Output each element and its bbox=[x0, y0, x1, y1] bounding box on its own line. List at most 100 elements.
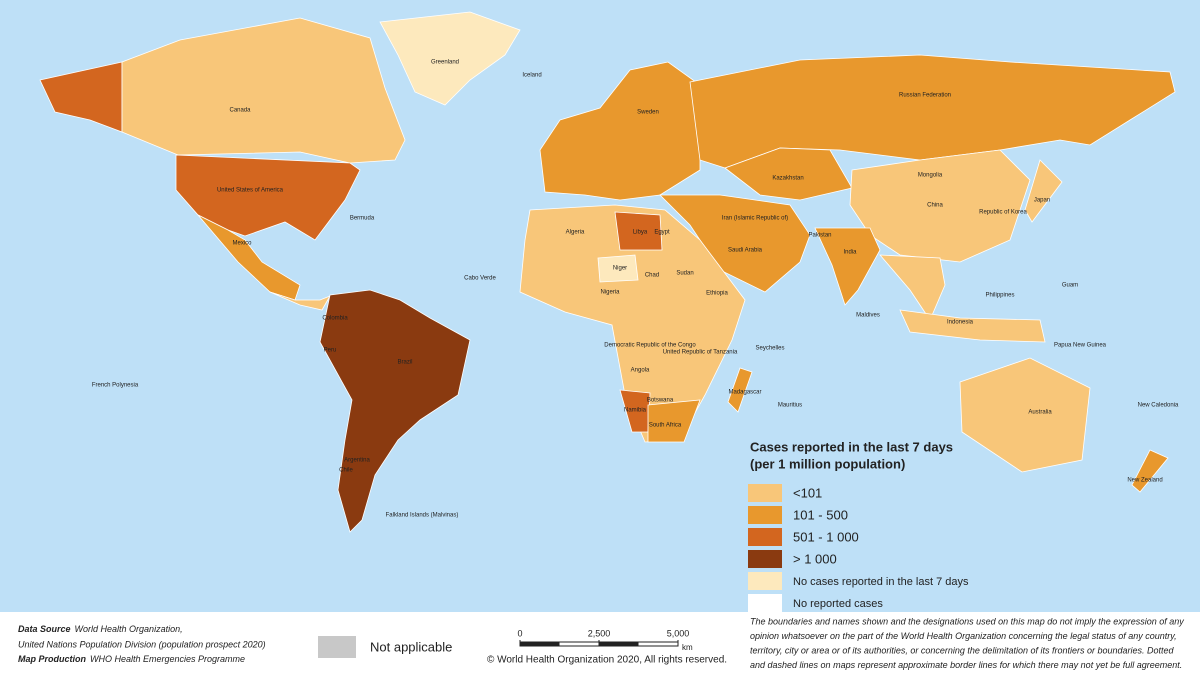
niger bbox=[597, 254, 639, 283]
india bbox=[814, 227, 881, 306]
country-label: Madagascar bbox=[728, 390, 761, 396]
na-swatch bbox=[318, 636, 356, 658]
production-label: Map Production bbox=[18, 654, 86, 664]
scale-tick-label: 0 bbox=[517, 628, 522, 638]
legend-swatch bbox=[748, 484, 782, 502]
country-label: Mauritius bbox=[778, 403, 802, 409]
disclaimer: opinion whatsoever on the part of the Wo… bbox=[750, 631, 1177, 641]
country-label: Seychelles bbox=[755, 346, 784, 352]
country-label: United Republic of Tanzania bbox=[663, 350, 738, 356]
country-label: Brazil bbox=[397, 360, 412, 366]
land-masses bbox=[39, 11, 1176, 533]
production: Map Production WHO Health Emergencies Pro… bbox=[18, 654, 245, 664]
legend-label: > 1 000 bbox=[793, 551, 837, 566]
country-label: Falkland Islands (Malvinas) bbox=[386, 513, 459, 519]
indonesia bbox=[899, 309, 1046, 343]
disclaimer: and dashed lines on maps represent appro… bbox=[750, 660, 1182, 670]
country-label: Cabo Verde bbox=[464, 276, 496, 282]
china-mongolia bbox=[849, 149, 1031, 263]
madagascar bbox=[727, 367, 753, 413]
libya bbox=[614, 211, 663, 251]
scale-bar-fill bbox=[599, 642, 639, 646]
legend-swatch bbox=[748, 572, 782, 590]
mexico bbox=[197, 214, 301, 301]
country-label: New Caledonia bbox=[1138, 403, 1179, 409]
country-label: Greenland bbox=[431, 60, 459, 66]
scale-tick-label: 5,000 bbox=[667, 628, 690, 638]
country-label: Angola bbox=[631, 368, 650, 374]
country-label: Libya bbox=[633, 230, 648, 236]
legend-label: No reported cases bbox=[793, 598, 883, 610]
production-value: WHO Health Emergencies Programme bbox=[90, 654, 245, 664]
country-label: French Polynesia bbox=[92, 383, 139, 389]
country-label: Kazakhstan bbox=[772, 176, 803, 182]
country-label: Bermuda bbox=[350, 216, 375, 222]
data-source: Data Source World Health Organization, bbox=[18, 624, 183, 634]
country-label: United States of America bbox=[217, 188, 284, 194]
legend-swatch bbox=[748, 506, 782, 524]
country-label: Sudan bbox=[676, 271, 693, 277]
country-label: Colombia bbox=[322, 316, 348, 322]
canada bbox=[121, 17, 406, 164]
country-label: Ethiopia bbox=[706, 291, 728, 297]
country-label: Philippines bbox=[985, 293, 1014, 299]
legend-label: <101 bbox=[793, 485, 822, 500]
country-label: Canada bbox=[229, 108, 251, 114]
southeast-asia bbox=[879, 254, 946, 321]
country-label: Sweden bbox=[637, 110, 659, 116]
disclaimer: The boundaries and names shown and the d… bbox=[750, 616, 1184, 626]
country-label: Republic of Korea bbox=[979, 210, 1027, 216]
legend-swatch bbox=[748, 528, 782, 546]
legend-swatch bbox=[748, 594, 782, 612]
usa bbox=[175, 154, 361, 241]
country-label: India bbox=[843, 250, 857, 256]
country-label: Algeria bbox=[566, 230, 585, 236]
source-line: United Nations Population Division (popu… bbox=[18, 639, 266, 649]
country-label: Nigeria bbox=[600, 290, 620, 296]
country-label: New Zealand bbox=[1127, 478, 1162, 484]
greenland bbox=[379, 11, 521, 106]
country-label: Namibia bbox=[624, 408, 647, 414]
country-label: Pakistan bbox=[808, 233, 831, 239]
country-label: Chad bbox=[645, 273, 659, 279]
country-label: Peru bbox=[324, 348, 337, 354]
country-label: Mongolia bbox=[918, 173, 943, 179]
scale-tick-label: 2,500 bbox=[588, 628, 611, 638]
new-zealand bbox=[1131, 449, 1169, 493]
source-label: Data Source bbox=[18, 624, 71, 634]
country-label: Russian Federation bbox=[899, 93, 951, 99]
country-label: Japan bbox=[1034, 198, 1050, 204]
scale-bar-fill bbox=[520, 642, 560, 646]
legend-label: 501 - 1 000 bbox=[793, 529, 859, 544]
na-label: Not applicable bbox=[370, 639, 452, 654]
south-africa bbox=[647, 399, 701, 443]
country-label: Maldives bbox=[856, 313, 880, 319]
country-label: Niger bbox=[613, 266, 627, 272]
country-label: Iceland bbox=[522, 73, 541, 79]
country-label: Egypt bbox=[654, 230, 670, 236]
copyright: © World Health Organization 2020, All ri… bbox=[487, 655, 727, 666]
country-label: Botswana bbox=[647, 398, 674, 404]
country-label: Guam bbox=[1062, 283, 1078, 289]
country-label: Saudi Arabia bbox=[728, 248, 763, 254]
country-label: Papua New Guinea bbox=[1054, 343, 1107, 349]
country-label: Indonesia bbox=[947, 320, 974, 326]
japan bbox=[1024, 159, 1063, 223]
alaska bbox=[39, 61, 123, 133]
source-line: World Health Organization, bbox=[75, 624, 183, 634]
legend-label: 101 - 500 bbox=[793, 507, 848, 522]
country-label: Chile bbox=[339, 468, 353, 474]
legend-label: No cases reported in the last 7 days bbox=[793, 576, 969, 588]
legend-title: (per 1 million population) bbox=[750, 456, 905, 471]
country-label: Australia bbox=[1028, 410, 1052, 416]
legend-title: Cases reported in the last 7 days bbox=[750, 439, 953, 454]
scale-unit: km bbox=[682, 643, 693, 652]
country-label: Iran (Islamic Republic of) bbox=[722, 216, 788, 222]
country-label: Argentina bbox=[344, 458, 370, 464]
australia bbox=[959, 357, 1091, 473]
legend-swatch bbox=[748, 550, 782, 568]
country-label: South Africa bbox=[649, 423, 682, 429]
country-label: Mexico bbox=[232, 241, 252, 247]
disclaimer: territory, city or area or of its author… bbox=[750, 645, 1175, 655]
